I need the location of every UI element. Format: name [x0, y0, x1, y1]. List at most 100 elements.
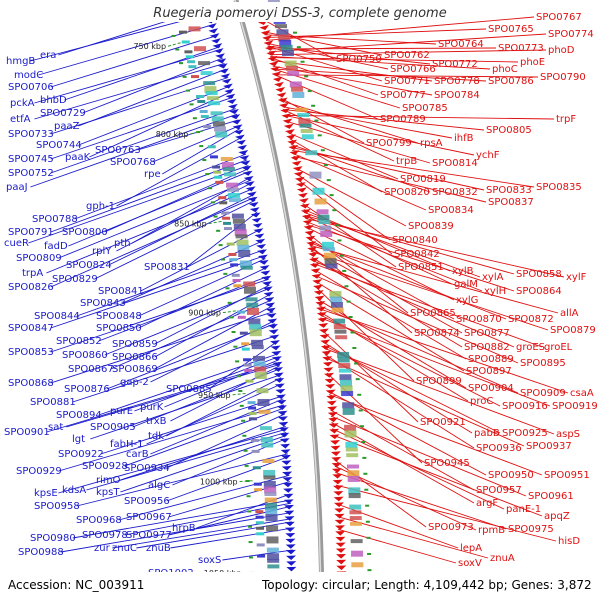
- feature-box: [248, 318, 261, 325]
- label-leader-line: [78, 85, 231, 146]
- plus-gene-arrow: [259, 24, 270, 31]
- minus-gene-label: SPO0869: [112, 364, 158, 375]
- minus-gene-label: soxS: [198, 555, 221, 566]
- plus-gene-arrow: [323, 367, 334, 373]
- plus-gene-label: SPO0975: [508, 524, 554, 535]
- feature-box: [245, 297, 258, 302]
- minus-gene-label: SPO0934: [124, 463, 170, 474]
- feature-box: [275, 24, 288, 29]
- label-leader-line: [284, 114, 475, 156]
- tick-mark: [355, 378, 360, 381]
- tick-mark: [227, 301, 232, 304]
- feature-box: [243, 358, 252, 362]
- feature-box: [330, 296, 343, 303]
- feature-box: [349, 504, 362, 510]
- minus-gene-label: zur: [94, 543, 111, 554]
- label-leader-line: [306, 226, 455, 301]
- plus-gene-arrow: [336, 559, 347, 565]
- feature-box: [312, 187, 325, 195]
- feature-box: [209, 155, 218, 159]
- plus-gene-label: aspS: [556, 429, 580, 440]
- label-leader-line: [162, 128, 241, 175]
- label-leader-line: [270, 57, 519, 63]
- minus-gene-arrow: [250, 212, 261, 218]
- feature-box: [220, 156, 233, 161]
- minus-gene-arrow: [253, 228, 264, 234]
- label-leader-line: [335, 484, 557, 542]
- minus-gene-label: znuB: [146, 543, 171, 554]
- plus-gene-label: SPO0840: [392, 235, 438, 246]
- plus-gene-arrow: [327, 406, 338, 412]
- minus-gene-label: kpsT: [96, 487, 120, 498]
- minus-gene-label: sat: [48, 422, 63, 433]
- label-leader-line: [66, 364, 280, 428]
- minus-gene-arrow: [285, 527, 296, 532]
- minus-gene-label: SPO0866: [112, 352, 158, 363]
- plus-gene-label: csaA: [570, 388, 594, 399]
- minus-gene-arrow: [226, 98, 237, 104]
- minus-gene-arrow: [207, 23, 217, 29]
- label-leader-line: [291, 147, 485, 191]
- minus-gene-arrow: [284, 516, 295, 521]
- feature-box: [253, 482, 262, 486]
- feature-box: [263, 480, 276, 488]
- feature-box: [207, 145, 216, 149]
- plus-gene-arrow: [336, 554, 347, 559]
- minus-gene-arrow: [213, 48, 224, 54]
- feature-box: [236, 239, 249, 246]
- label-leader-line: [58, 404, 284, 472]
- feature-box: [339, 374, 352, 381]
- minus-gene-label: SPO0744: [36, 140, 82, 151]
- plus-gene-arrow: [320, 339, 331, 345]
- minus-gene-arrow: [221, 78, 232, 84]
- tick-mark: [367, 569, 372, 572]
- feature-box: [347, 475, 360, 482]
- feature-box: [255, 510, 264, 514]
- minus-gene-arrow: [285, 532, 296, 538]
- tick-mark: [225, 287, 230, 290]
- minus-gene-arrow: [286, 566, 297, 572]
- feature-box: [233, 284, 242, 288]
- minus-gene-arrow: [265, 302, 276, 308]
- plus-gene-arrow: [268, 61, 279, 67]
- label-leader-line: [46, 188, 254, 274]
- plus-gene-label: allA: [560, 308, 579, 319]
- feature-box: [221, 162, 234, 169]
- tick-mark: [365, 504, 370, 507]
- minus-gene-label: rimO: [96, 475, 121, 486]
- feature-box: [267, 553, 280, 561]
- label-leader-line: [58, 179, 252, 259]
- minus-gene-label: rpe: [144, 169, 161, 180]
- plus-gene-label: SPO0961: [528, 491, 574, 502]
- plus-gene-label: rpmB: [478, 525, 505, 536]
- tick-mark: [337, 239, 342, 242]
- label-leader-line: [332, 434, 543, 517]
- plus-gene-arrow: [283, 123, 294, 129]
- minus-gene-arrow: [284, 521, 295, 527]
- tick-mark: [292, 31, 297, 34]
- plus-gene-arrow: [263, 40, 274, 46]
- minus-gene-label: SPO0885: [166, 384, 212, 395]
- minus-gene-label: SPO0988: [18, 547, 64, 558]
- feature-box: [260, 437, 273, 443]
- plus-gene-label: lepA: [460, 543, 482, 554]
- minus-gene-arrow: [275, 394, 286, 400]
- label-leader-line: [331, 428, 505, 510]
- plus-gene-arrow: [307, 246, 318, 252]
- plus-gene-arrow: [334, 519, 345, 525]
- minus-gene-arrow: [225, 93, 236, 99]
- minus-gene-arrow: [282, 477, 293, 482]
- minus-gene-arrow: [282, 471, 293, 477]
- minus-gene-arrow: [262, 286, 273, 292]
- minus-gene-arrow: [276, 399, 287, 405]
- plus-gene-label: SPO0785: [402, 103, 448, 114]
- plus-gene-arrow: [332, 473, 343, 479]
- tick-mark: [357, 393, 362, 396]
- feature-box: [178, 30, 187, 34]
- tick-mark: [216, 229, 221, 232]
- minus-gene-arrow: [248, 201, 259, 207]
- plus-gene-label: SPO0945: [424, 458, 470, 469]
- plus-gene-label: SPO0899: [416, 376, 462, 387]
- minus-gene-label: SPO0901: [4, 427, 50, 438]
- minus-gene-label: pckA: [10, 98, 35, 109]
